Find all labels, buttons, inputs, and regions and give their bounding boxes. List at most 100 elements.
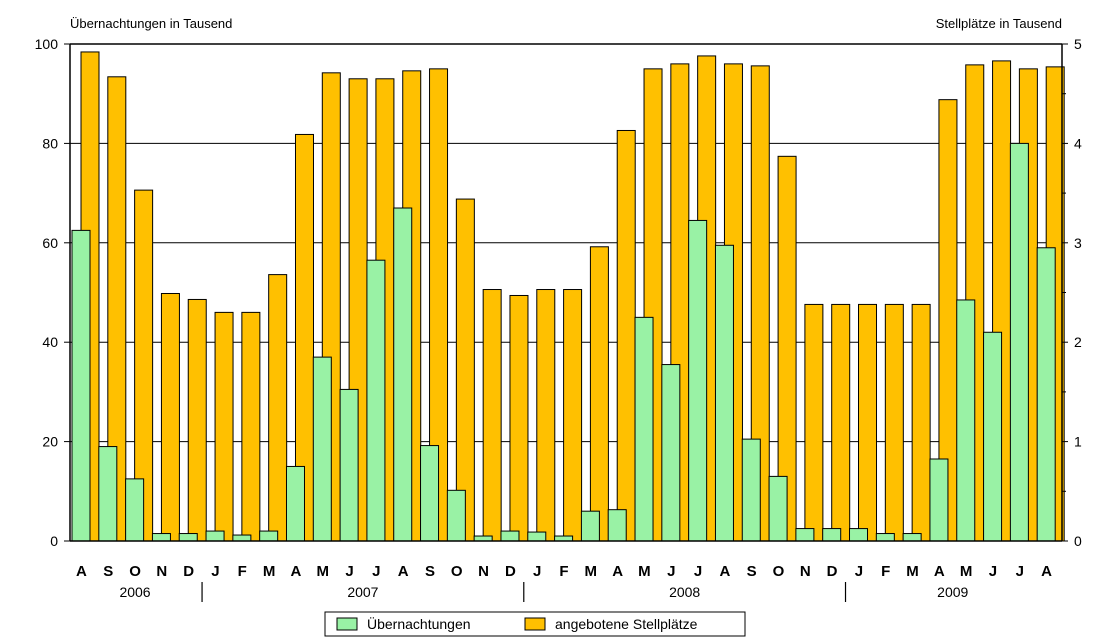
stellplaetze-bar xyxy=(563,289,583,542)
stellplaetze-bar xyxy=(589,246,609,542)
uebernachtungen-bar xyxy=(285,465,305,542)
uebernachtungen-bar xyxy=(366,259,386,542)
month-label: F xyxy=(881,563,890,580)
month-label: J xyxy=(372,563,380,580)
right-axis-title: Stellplätze in Tausend xyxy=(936,16,1062,31)
year-label: 2006 xyxy=(119,584,150,600)
month-label: M xyxy=(960,563,973,580)
legend-swatch-uebernachtungen xyxy=(336,617,358,631)
left-tick-label: 20 xyxy=(42,434,58,450)
uebernachtungen-bar xyxy=(875,533,895,542)
left-tick-label: 0 xyxy=(50,533,58,549)
month-label: F xyxy=(559,563,568,580)
stellplaetze-bar xyxy=(241,311,261,542)
month-label: A xyxy=(612,563,623,580)
month-label: S xyxy=(425,563,435,580)
uebernachtungen-bar xyxy=(902,533,922,542)
uebernachtungen-bar xyxy=(500,530,520,542)
month-label: A xyxy=(934,563,945,580)
uebernachtungen-bar xyxy=(956,299,976,542)
month-label: J xyxy=(211,563,219,580)
month-label: A xyxy=(76,563,87,580)
uebernachtungen-bar xyxy=(580,510,600,542)
stellplaetze-bar xyxy=(911,303,931,542)
right-tick-label: 2 xyxy=(1074,334,1082,350)
month-label: J xyxy=(1016,563,1024,580)
stellplaetze-bar xyxy=(804,303,824,542)
uebernachtungen-bar xyxy=(205,530,225,542)
month-label: O xyxy=(773,563,785,580)
uebernachtungen-bar xyxy=(929,458,949,542)
uebernachtungen-bar xyxy=(1009,142,1029,542)
uebernachtungen-bar xyxy=(795,528,815,542)
month-label: J xyxy=(989,563,997,580)
uebernachtungen-bar xyxy=(1036,247,1056,542)
month-label: S xyxy=(747,563,757,580)
right-tick-label: 5 xyxy=(1074,36,1082,52)
year-label: 2007 xyxy=(347,584,378,600)
month-label: A xyxy=(719,563,730,580)
uebernachtungen-bar xyxy=(98,446,118,542)
left-tick-label: 100 xyxy=(35,36,59,52)
left-axis-title: Übernachtungen in Tausend xyxy=(70,16,232,31)
year-label: 2008 xyxy=(669,584,700,600)
month-label: O xyxy=(451,563,463,580)
uebernachtungen-bar xyxy=(178,533,198,542)
uebernachtungen-bar xyxy=(661,364,681,542)
stellplaetze-bar xyxy=(858,303,878,542)
stellplaetze-bar xyxy=(482,289,502,542)
uebernachtungen-bar xyxy=(849,528,869,542)
uebernachtungen-bar xyxy=(420,445,440,542)
month-label: J xyxy=(345,563,353,580)
legend-label-stellplaetze: angebotene Stellplätze xyxy=(555,616,698,632)
year-label: 2009 xyxy=(937,584,968,600)
month-label: M xyxy=(316,563,329,580)
uebernachtungen-bar xyxy=(339,388,359,542)
legend: Übernachtungen angebotene Stellplätze xyxy=(324,611,746,637)
stellplaetze-bar xyxy=(831,303,851,542)
month-label: A xyxy=(1041,563,1052,580)
month-label: J xyxy=(667,563,675,580)
right-tick-label: 1 xyxy=(1074,434,1082,450)
month-label: D xyxy=(505,563,516,580)
stellplaetze-bar xyxy=(187,298,207,542)
uebernachtungen-bar xyxy=(312,356,332,542)
stellplaetze-bar xyxy=(884,303,904,542)
month-label: N xyxy=(156,563,167,580)
month-label: N xyxy=(800,563,811,580)
month-label: A xyxy=(398,563,409,580)
uebernachtungen-bar xyxy=(71,229,91,542)
uebernachtungen-bar xyxy=(151,533,171,542)
uebernachtungen-bar xyxy=(714,244,734,542)
axis-ticks: 0 0 20 1 40 2 60 3 80 4 100 5 xyxy=(35,36,1082,549)
x-axis-labels: A S O N D J F M A M J J A S O N D J F M A M J J A S O N D J F M A M J J A200… xyxy=(76,563,1052,602)
stellplaetze-bar xyxy=(536,289,556,542)
legend-label-uebernachtungen: Übernachtungen xyxy=(367,615,471,632)
uebernachtungen-bar xyxy=(259,530,279,542)
month-label: S xyxy=(103,563,113,580)
stellplaetze-bar xyxy=(160,292,180,542)
month-label: M xyxy=(263,563,276,580)
uebernachtungen-bar xyxy=(741,438,761,542)
uebernachtungen-bar xyxy=(527,531,547,542)
uebernachtungen-bar xyxy=(634,316,654,542)
month-label: J xyxy=(855,563,863,580)
uebernachtungen-bar xyxy=(983,331,1003,542)
uebernachtungen-bar xyxy=(125,478,145,542)
month-label: M xyxy=(638,563,651,580)
uebernachtungen-bar xyxy=(688,219,708,542)
month-label: M xyxy=(906,563,919,580)
uebernachtungen-bar xyxy=(768,475,788,542)
stellplaetze-bar xyxy=(268,274,288,542)
month-label: N xyxy=(478,563,489,580)
right-tick-label: 0 xyxy=(1074,533,1082,549)
month-label: O xyxy=(129,563,141,580)
stellplaetze-bar xyxy=(616,129,636,542)
month-label: D xyxy=(183,563,194,580)
left-tick-label: 60 xyxy=(42,235,58,251)
uebernachtungen-bar xyxy=(607,509,627,542)
uebernachtungen-bar xyxy=(822,528,842,542)
right-tick-label: 4 xyxy=(1074,135,1082,151)
left-tick-label: 40 xyxy=(42,334,58,350)
